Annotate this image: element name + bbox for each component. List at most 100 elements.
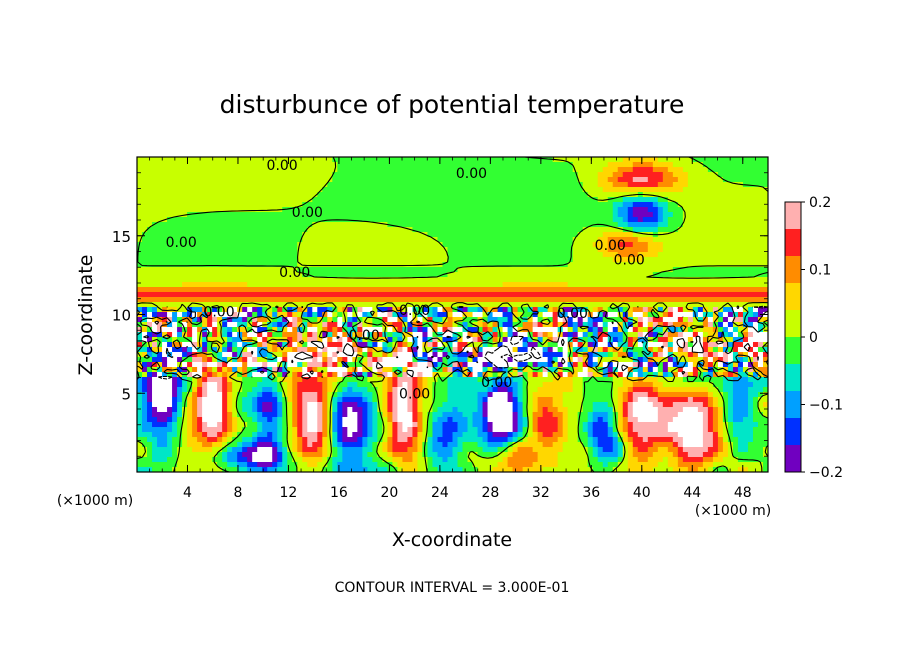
- field-cell: [412, 177, 419, 183]
- field-cell: [582, 287, 589, 293]
- field-cell: [347, 197, 353, 203]
- field-cell: [452, 182, 459, 188]
- field-cell: [732, 222, 739, 228]
- field-cell: [597, 172, 604, 178]
- field-cell: [347, 252, 353, 258]
- field-cell: [202, 322, 208, 328]
- field-cell: [347, 172, 353, 178]
- field-cell: [207, 282, 213, 288]
- field-cell: [517, 187, 524, 193]
- field-cell: [462, 307, 469, 313]
- field-cell: [317, 197, 323, 203]
- field-cell: [472, 197, 479, 203]
- field-cell: [227, 322, 233, 328]
- field-cell: [387, 197, 394, 203]
- field-cell: [702, 247, 709, 253]
- field-cell: [702, 237, 709, 243]
- field-cell: [532, 272, 539, 278]
- field-cell: [597, 227, 604, 233]
- field-cell: [207, 222, 213, 228]
- field-cell: [512, 202, 519, 208]
- field-cell: [172, 267, 178, 273]
- field-cell: [442, 267, 449, 273]
- field-cell: [277, 282, 283, 288]
- field-cell: [542, 292, 549, 298]
- field-cell: [297, 287, 303, 293]
- field-cell: [552, 287, 559, 293]
- field-cell: [267, 212, 273, 218]
- field-cell: [167, 332, 173, 338]
- field-cell: [697, 242, 704, 248]
- field-cell: [372, 197, 378, 203]
- field-cell: [597, 277, 604, 283]
- field-cell: [572, 207, 579, 213]
- field-cell: [327, 172, 333, 178]
- field-cell: [167, 267, 173, 273]
- field-cell: [317, 177, 323, 183]
- field-cell: [242, 167, 248, 173]
- field-cell: [432, 287, 439, 293]
- field-cell: [647, 212, 654, 218]
- field-cell: [352, 342, 358, 348]
- field-cell: [472, 282, 479, 288]
- field-cell: [757, 217, 764, 223]
- field-cell: [522, 242, 529, 248]
- field-cell: [567, 227, 574, 233]
- field-cell: [482, 257, 489, 263]
- field-cell: [307, 162, 313, 168]
- field-cell: [497, 187, 504, 193]
- field-cell: [542, 307, 549, 313]
- field-cell: [207, 172, 213, 178]
- field-cell: [687, 207, 694, 213]
- field-cell: [212, 187, 218, 193]
- field-cell: [257, 222, 263, 228]
- field-cell: [732, 307, 739, 313]
- field-cell: [757, 292, 764, 298]
- field-cell: [357, 337, 363, 343]
- field-cell: [472, 187, 479, 193]
- field-cell: [607, 247, 614, 253]
- field-cell: [462, 292, 469, 298]
- field-cell: [532, 332, 539, 338]
- field-cell: [157, 337, 163, 343]
- field-cell: [247, 197, 253, 203]
- field-cell: [537, 172, 544, 178]
- field-cell: [167, 252, 173, 258]
- field-cell: [422, 277, 429, 283]
- field-cell: [562, 287, 569, 293]
- field-cell: [167, 167, 173, 173]
- field-cell: [622, 237, 629, 243]
- field-cell: [272, 327, 278, 333]
- field-cell: [207, 177, 213, 183]
- field-cell: [397, 262, 404, 268]
- field-cell: [197, 287, 203, 293]
- field-cell: [427, 177, 434, 183]
- field-cell: [697, 187, 704, 193]
- field-cell: [597, 267, 604, 273]
- field-cell: [452, 207, 459, 213]
- field-cell: [662, 302, 669, 308]
- field-cell: [347, 332, 353, 338]
- field-cell: [422, 162, 429, 168]
- field-cell: [172, 297, 178, 303]
- field-cell: [692, 202, 699, 208]
- field-cell: [712, 227, 719, 233]
- field-cell: [292, 292, 298, 298]
- field-cell: [422, 312, 429, 318]
- field-cell: [552, 242, 559, 248]
- field-cell: [187, 347, 193, 353]
- field-cell: [592, 272, 599, 278]
- field-cell: [507, 317, 514, 323]
- field-cell: [642, 277, 649, 283]
- field-cell: [417, 277, 424, 283]
- field-cell: [637, 162, 644, 168]
- field-cell: [267, 272, 273, 278]
- field-cell: [412, 347, 419, 353]
- field-cell: [477, 212, 484, 218]
- field-cell: [597, 187, 604, 193]
- field-cell: [457, 262, 464, 268]
- field-cell: [687, 257, 694, 263]
- field-cell: [457, 237, 464, 243]
- field-cell: [247, 237, 253, 243]
- field-cell: [312, 312, 318, 318]
